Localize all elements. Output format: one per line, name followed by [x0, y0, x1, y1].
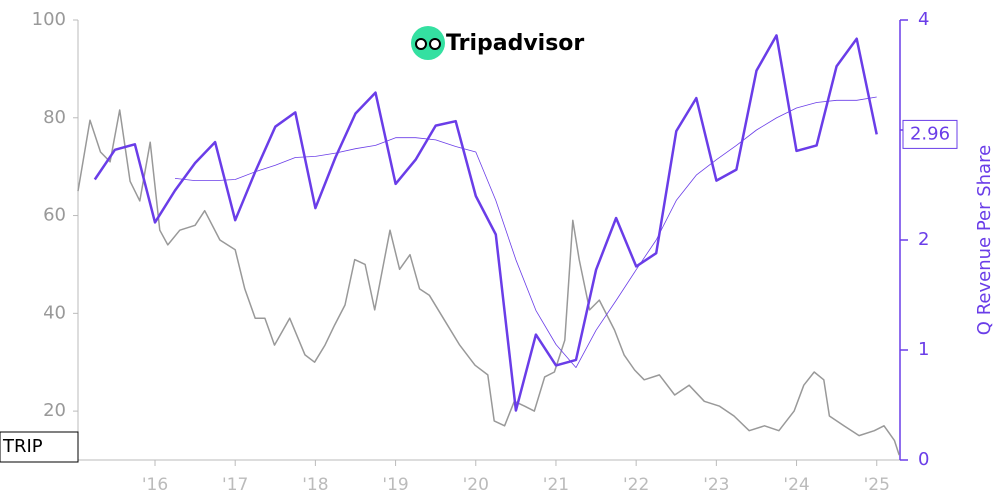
x-tick-label: '23	[703, 475, 729, 495]
x-tick-label: '19	[382, 475, 408, 495]
y2-axis-label: Q Revenue Per Share	[974, 145, 995, 335]
series-line	[174, 96, 877, 368]
y2-tick-label: 0	[918, 449, 929, 470]
x-tick-label: '21	[543, 475, 569, 495]
value-label-box	[902, 119, 958, 149]
y-tick-label: 60	[43, 205, 66, 226]
series-name-box	[0, 431, 79, 463]
x-tick-label: '20	[463, 475, 489, 495]
value-label: 2.96	[910, 123, 950, 144]
y-tick-label: 20	[43, 400, 66, 421]
x-tick-label: '17	[222, 475, 248, 495]
logo-icon	[411, 26, 445, 60]
y-tick-label: 100	[32, 9, 66, 30]
logo: Tripadvisor	[411, 26, 584, 60]
logo-eye	[415, 38, 427, 50]
x-tick-label: '24	[783, 475, 809, 495]
x-tick-label: '16	[142, 475, 168, 495]
y2-tick-label: 1	[918, 339, 929, 360]
x-tick-label: '25	[864, 475, 890, 495]
logo-eye	[429, 38, 441, 50]
y2-tick-label: 2	[918, 229, 929, 250]
y-tick-label: 40	[43, 302, 66, 323]
logo-text: Tripadvisor	[446, 31, 584, 56]
series-name: TRIP	[2, 436, 43, 457]
y-tick-label: 80	[43, 107, 66, 128]
x-tick-label: '22	[623, 475, 649, 495]
series-line	[77, 109, 900, 456]
series-line	[93, 34, 878, 412]
x-tick-label: '18	[302, 475, 328, 495]
y2-tick-label: 4	[918, 9, 929, 30]
